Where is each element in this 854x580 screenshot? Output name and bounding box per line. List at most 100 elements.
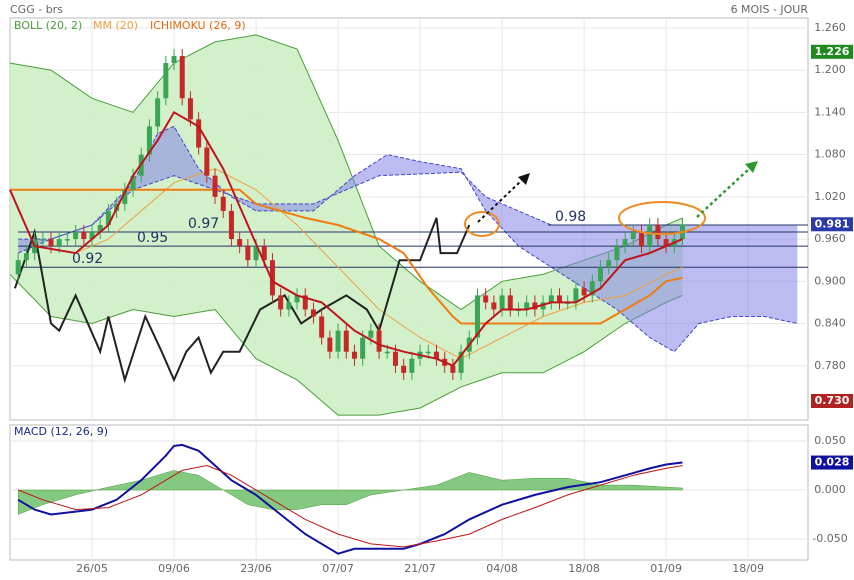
- x-tick-label: 18/08: [568, 562, 600, 575]
- level-label: 0.92: [72, 251, 103, 267]
- line: [18, 171, 798, 254]
- line: [18, 125, 798, 353]
- candle-body: [524, 302, 530, 310]
- candle-body: [122, 189, 128, 204]
- x-tick-label: 04/08: [486, 562, 518, 575]
- highlight-ellipse: [618, 201, 706, 235]
- price-label-box: [811, 393, 853, 408]
- legend-item: MM (20): [93, 19, 138, 32]
- candle-body: [499, 295, 505, 310]
- candle-body: [598, 267, 604, 282]
- candle-body: [614, 246, 620, 261]
- candle-body: [639, 232, 645, 247]
- candle-body: [48, 239, 54, 247]
- x-tick-label: 21/07: [404, 562, 436, 575]
- candle-body: [335, 330, 341, 352]
- legend-item: ICHIMOKU (26, 9): [150, 19, 246, 32]
- candle-body: [269, 260, 275, 296]
- candle-body: [606, 260, 612, 268]
- candle-body: [302, 295, 308, 310]
- level-label: 0.98: [555, 209, 586, 225]
- candle-body: [540, 302, 546, 310]
- line: [9, 273, 683, 416]
- y-tick-label: 0.000: [814, 483, 846, 496]
- band-fill: [10, 34, 683, 416]
- candle-body: [212, 175, 218, 197]
- candle-body: [433, 351, 439, 359]
- candle-body: [97, 224, 103, 233]
- x-tick-label: 09/06: [158, 562, 190, 575]
- candle-body: [507, 295, 513, 310]
- candle-body: [556, 295, 562, 303]
- line: [9, 110, 683, 368]
- y-tick-label: 1.140: [814, 105, 846, 118]
- line: [75, 168, 683, 360]
- y-tick-label: 0.840: [814, 317, 846, 330]
- candle-body: [392, 351, 398, 366]
- y-tick-label: 1.020: [814, 190, 846, 203]
- candle-body: [187, 98, 193, 120]
- candle-body: [327, 337, 333, 352]
- y-tick-label: 0.050: [814, 434, 846, 447]
- candle-body: [343, 330, 349, 352]
- candle-body: [589, 281, 595, 296]
- candle-body: [630, 232, 636, 240]
- candle-body: [351, 351, 357, 359]
- plot-layer: 0.98 0.97 0.95 0.92: [9, 18, 808, 560]
- candle-body: [155, 98, 161, 127]
- candle-body: [655, 224, 661, 240]
- level-label: 0.97: [188, 216, 219, 232]
- y-tick-label: 0.960: [814, 232, 846, 245]
- chart-subtitle: 6 MOIS - JOUR: [731, 3, 809, 16]
- candle-body: [401, 365, 407, 373]
- candle-body: [73, 232, 79, 240]
- macd-frame: [9, 424, 809, 561]
- trend-arrow: [696, 167, 751, 218]
- x-tick-label: 07/07: [322, 562, 354, 575]
- candle-body: [171, 56, 177, 64]
- price-label: 1.226: [815, 45, 850, 58]
- candle-body: [319, 316, 325, 338]
- candle-body: [245, 246, 251, 261]
- candle-body: [81, 232, 87, 240]
- histogram-area: [17, 470, 683, 515]
- candle-body: [376, 330, 382, 352]
- y-tick-label: 0.780: [814, 359, 846, 372]
- arrow-head: [745, 161, 758, 173]
- y-tick-label: 0.900: [814, 274, 846, 287]
- price-label: 0.730: [815, 394, 850, 407]
- candle-body: [146, 126, 152, 155]
- candle-body: [581, 288, 587, 296]
- price-label-box: [811, 455, 853, 470]
- candle-body: [196, 119, 202, 148]
- line: [10, 188, 683, 325]
- candle-body: [450, 365, 456, 373]
- line: [18, 464, 683, 548]
- candle-body: [548, 295, 554, 303]
- candle-body: [286, 302, 292, 310]
- x-tick-label: 23/06: [240, 562, 272, 575]
- x-tick-label: 18/09: [732, 562, 764, 575]
- candle-body: [573, 288, 579, 303]
- candle-body: [458, 351, 464, 373]
- macd-title: MACD (12, 26, 9): [14, 425, 108, 438]
- candle-body: [40, 239, 46, 241]
- candle-body: [228, 210, 234, 240]
- price-label: 0.981: [815, 217, 850, 230]
- candle-body: [261, 246, 267, 261]
- candle-body: [56, 239, 62, 247]
- trend-arrow: [477, 179, 523, 223]
- candle-body: [483, 295, 489, 303]
- candle-body: [491, 302, 497, 310]
- y-tick-label: 1.080: [814, 148, 846, 161]
- y-tick-label: -0.050: [812, 532, 847, 545]
- y-tick-label: 1.200: [814, 63, 846, 76]
- candle-body: [15, 260, 21, 275]
- candle-body: [64, 239, 70, 241]
- candle-body: [622, 239, 628, 247]
- level-label: 0.95: [137, 230, 168, 246]
- candle-body: [23, 253, 29, 261]
- candle-body: [237, 239, 243, 247]
- candle-body: [294, 295, 300, 303]
